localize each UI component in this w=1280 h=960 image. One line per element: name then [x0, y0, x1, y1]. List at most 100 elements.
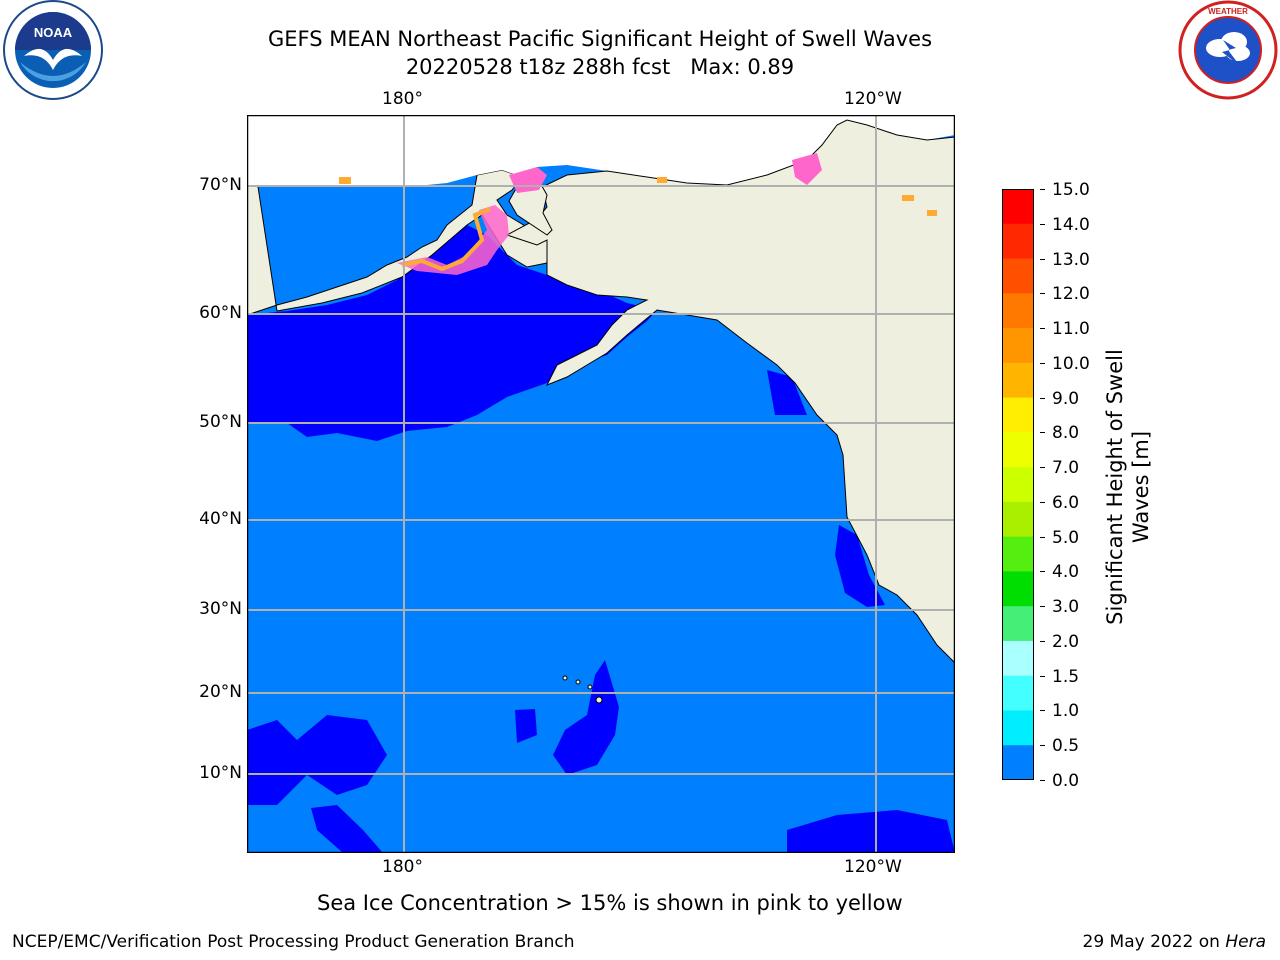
lat-label-70n: 70°N: [199, 175, 242, 195]
colorbar-tick-mark: [1040, 432, 1045, 434]
nws-logo-icon: WEATHER: [1176, 0, 1280, 104]
low-swell-region-coast-ne: [767, 370, 807, 415]
colorbar-tick-mark: [1040, 467, 1045, 469]
colorbar-bin: [1002, 571, 1034, 607]
colorbar-bin: [1002, 189, 1034, 225]
footer-host: Hera: [1225, 932, 1266, 952]
colorbar-tick-label: 6.0: [1052, 492, 1080, 513]
colorbar-label: Significant Height of Swell Waves [m]: [1103, 349, 1153, 625]
sea-ice-caption: Sea Ice Concentration > 15% is shown in …: [317, 891, 903, 915]
colorbar-bin: [1002, 362, 1034, 399]
colorbar-tick-label: 12.0: [1052, 284, 1090, 305]
colorbar-tick-label: 1.5: [1052, 666, 1080, 687]
colorbar-bin: [1002, 640, 1034, 677]
land-alaska-canada: [505, 119, 956, 665]
island-hawaii-4: [595, 696, 603, 704]
low-swell-region-hawaii: [553, 660, 619, 775]
island-hawaii-2: [575, 679, 581, 685]
colorbar-bin: [1002, 258, 1034, 294]
colorbar-tick-label: 4.0: [1052, 562, 1080, 583]
colorbar-tick-mark: [1040, 362, 1045, 364]
map-frame: [246, 114, 956, 854]
colorbar-tick-label: 10.0: [1052, 353, 1090, 374]
footer-date-text: 29 May 2022 on: [1082, 932, 1226, 952]
colorbar-bin: [1002, 606, 1034, 642]
island-hawaii-3: [587, 684, 593, 690]
colorbar-tick-label: 15.0: [1052, 180, 1090, 200]
colorbar-tick-label: 5.0: [1052, 527, 1080, 548]
lon-label-bottom-120w: 120°W: [844, 857, 902, 877]
svg-text:WEATHER: WEATHER: [1208, 7, 1248, 16]
chart-title-line2: 20220528 t18z 288h fcst Max: 0.89: [405, 55, 795, 79]
colorbar-tick-mark: [1040, 293, 1045, 295]
colorbar-tick-mark: [1040, 258, 1045, 260]
colorbar-bin: [1002, 328, 1034, 364]
low-swell-region-southwest: [247, 715, 387, 805]
colorbar-tick-mark: [1040, 189, 1045, 190]
colorbar-bin: [1002, 467, 1034, 503]
colorbar-bin: [1002, 745, 1034, 781]
sea-ice-arctic-bit-1: [339, 177, 351, 184]
colorbar-tick-mark: [1040, 328, 1045, 330]
sea-ice-beaufort: [792, 153, 822, 185]
chart-title-line1: GEFS MEAN Northeast Pacific Significant …: [267, 27, 933, 51]
colorbar-bin: [1002, 536, 1034, 572]
colorbar: [1002, 189, 1034, 781]
colorbar-tick-label: 13.0: [1052, 249, 1090, 270]
colorbar-tick-mark: [1040, 780, 1045, 781]
colorbar-tick-mark: [1040, 745, 1045, 747]
colorbar-tick-mark: [1040, 606, 1045, 608]
lat-label-50n: 50°N: [199, 412, 242, 432]
lon-label-bottom-180: 180°: [382, 857, 423, 877]
colorbar-tick-label: 1.0: [1052, 701, 1080, 722]
lat-label-40n: 40°N: [199, 509, 242, 529]
lon-label-top-120w: 120°W: [844, 89, 902, 109]
low-swell-region-california: [835, 525, 885, 607]
colorbar-tick-mark: [1040, 397, 1045, 399]
colorbar-bin: [1002, 710, 1034, 746]
colorbar-tick-mark: [1040, 536, 1045, 538]
colorbar-tick-mark: [1040, 223, 1045, 225]
low-swell-region-southwest-2: [311, 805, 383, 853]
island-hawaii-1: [562, 675, 568, 681]
colorbar-bin: [1002, 501, 1034, 538]
footer-branch: NCEP/EMC/Verification Post Processing Pr…: [12, 932, 575, 952]
sea-ice-bering-edge: [401, 207, 491, 272]
colorbar-tick-label: 0.0: [1052, 771, 1080, 791]
colorbar-bin: [1002, 432, 1034, 468]
lat-label-30n: 30°N: [199, 599, 242, 619]
footer-date: 29 May 2022 on Hera: [1083, 932, 1267, 952]
colorbar-tick-label: 8.0: [1052, 423, 1080, 444]
land-north-polar: [247, 115, 955, 187]
lat-label-60n: 60°N: [199, 303, 242, 323]
noaa-logo-text: NOAA: [34, 25, 73, 40]
colorbar-tick-mark: [1040, 710, 1045, 712]
noaa-logo-icon: NOAA: [2, 0, 104, 102]
colorbar-bin: [1002, 675, 1034, 711]
sea-ice-bering: [397, 205, 509, 275]
low-swell-region-southeast: [787, 810, 955, 853]
colorbar-bin: [1002, 397, 1034, 433]
sea-ice-arctic-bit-2: [657, 177, 667, 183]
colorbar-bin: [1002, 223, 1034, 260]
colorbar-tick-mark: [1040, 501, 1045, 503]
low-swell-region-hawaii-west: [515, 709, 537, 743]
colorbar-tick-mark: [1040, 640, 1045, 642]
colorbar-tick-label: 2.0: [1052, 631, 1080, 652]
swell-height-map: [246, 114, 956, 854]
colorbar-tick-label: 9.0: [1052, 388, 1080, 409]
lat-label-10n: 10°N: [199, 763, 242, 783]
sea-ice-arctic-bit-3: [902, 195, 914, 201]
colorbar-tick-label: 11.0: [1052, 319, 1090, 340]
colorbar-tick-label: 3.0: [1052, 597, 1080, 618]
map-gridlines: [247, 115, 955, 853]
colorbar-tick-label: 14.0: [1052, 214, 1090, 235]
colorbar-tick-label: 0.5: [1052, 736, 1080, 757]
colorbar-tick-label: 7.0: [1052, 458, 1080, 479]
colorbar-frame: [1002, 189, 1034, 780]
colorbar-ticks: 15.0 14.0 13.0 12.0 11.0 10.0 9.0 8.0 7.0 6.0 5.0 4…: [1040, 180, 1100, 791]
colorbar-tick-mark: [1040, 571, 1045, 573]
sea-ice-arctic-bit-4: [927, 210, 937, 216]
colorbar-bin: [1002, 293, 1034, 329]
lon-label-top-180: 180°: [382, 89, 423, 109]
